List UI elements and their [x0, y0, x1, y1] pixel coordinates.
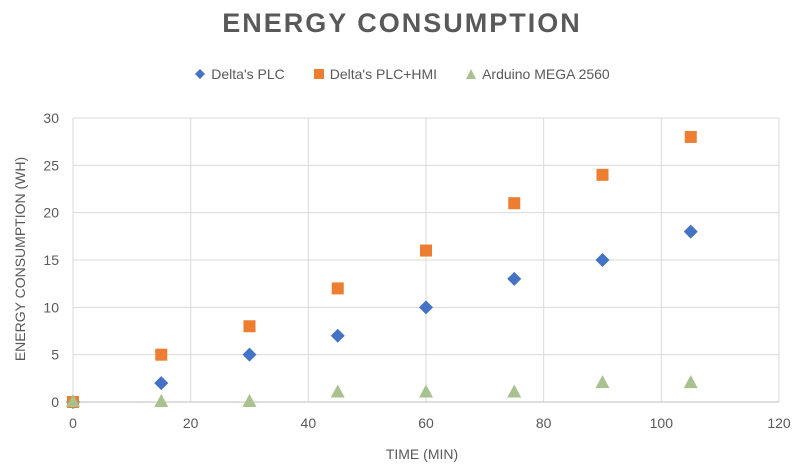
x-tick-label: 80	[536, 415, 552, 431]
data-point-series-0	[242, 347, 257, 362]
data-point-series-1	[243, 320, 256, 333]
y-tick-label: 0	[51, 394, 59, 410]
data-point-series-0	[154, 376, 169, 391]
data-point-series-0	[507, 271, 522, 286]
legend-item-delta-plc: Delta's PLC	[194, 66, 285, 82]
data-point-series-2	[595, 375, 610, 389]
triangle-marker-icon	[466, 69, 477, 79]
y-tick-label: 15	[43, 252, 59, 268]
data-point-series-1	[331, 282, 344, 295]
data-point-series-2	[507, 384, 522, 398]
data-point-series-2	[330, 384, 345, 398]
x-tick-label: 100	[650, 415, 674, 431]
x-tick-label: 40	[301, 415, 317, 431]
square-marker-icon	[313, 69, 324, 79]
legend-label-delta-plc: Delta's PLC	[211, 66, 285, 82]
diamond-marker-icon	[195, 69, 206, 79]
data-point-series-2	[242, 394, 257, 407]
x-tick-label: 20	[183, 415, 199, 431]
y-tick-label: 20	[43, 205, 59, 221]
data-point-series-0	[595, 253, 610, 267]
data-point-series-1	[420, 244, 432, 257]
legend-label-delta-plc-hmi: Delta's PLC+HMI	[329, 66, 438, 82]
y-tick-label: 25	[43, 157, 59, 173]
data-point-series-1	[596, 168, 609, 181]
data-point-series-2	[419, 384, 433, 398]
data-point-series-2	[66, 394, 80, 407]
y-tick-label: 30	[43, 110, 59, 126]
data-point-series-2	[683, 375, 698, 389]
x-axis-title: TIME (MIN)	[386, 446, 458, 462]
x-tick-label: 60	[418, 415, 434, 431]
x-tick-label: 120	[767, 415, 791, 431]
legend-item-arduino: Arduino MEGA 2560	[465, 66, 610, 82]
y-tick-label: 5	[51, 347, 59, 363]
y-tick-label: 10	[43, 299, 59, 315]
chart-title: ENERGY CONSUMPTION	[222, 8, 582, 38]
data-point-series-1	[684, 130, 697, 143]
data-point-series-0	[683, 224, 698, 239]
data-point-series-0	[330, 328, 345, 343]
data-point-series-1	[508, 197, 521, 210]
y-axis-title: ENERGY CONSUMPTION (WH)	[12, 157, 28, 361]
chart-legend: Delta's PLC Delta's PLC+HMI Arduino MEGA…	[0, 66, 804, 82]
data-point-series-0	[419, 300, 433, 315]
x-tick-label: 0	[69, 415, 77, 431]
data-point-series-2	[154, 394, 169, 407]
legend-item-delta-plc-hmi: Delta's PLC+HMI	[313, 66, 437, 82]
legend-label-arduino: Arduino MEGA 2560	[482, 66, 610, 82]
data-point-series-1	[155, 348, 168, 361]
